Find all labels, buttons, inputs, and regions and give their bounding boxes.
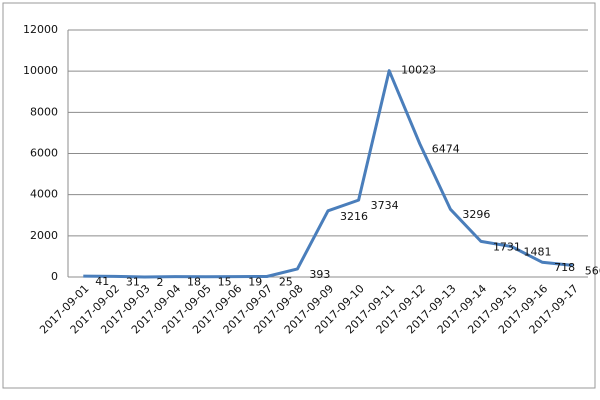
data-label: 393: [309, 268, 330, 281]
data-label: 10023: [401, 64, 436, 77]
y-tick-label: 6000: [30, 147, 58, 160]
data-label: 19: [248, 276, 262, 289]
data-label: 718: [554, 261, 575, 274]
data-label: 2: [156, 276, 163, 289]
y-tick-label: 8000: [30, 105, 58, 118]
y-tick-label: 10000: [23, 64, 58, 77]
line: [83, 69, 573, 279]
data-label: 3296: [462, 208, 490, 221]
data-label: 18: [187, 276, 201, 289]
data-label: 41: [95, 275, 109, 288]
data-label: 3734: [371, 199, 399, 212]
chart-border: [2, 2, 596, 389]
data-label: 3216: [340, 210, 368, 223]
data-label: 566: [585, 264, 600, 277]
data-label: 6474: [432, 143, 460, 156]
y-tick-label: 12000: [23, 23, 58, 36]
data-label: 15: [218, 276, 232, 289]
y-tick-label: 4000: [30, 188, 58, 201]
data-label: 31: [126, 275, 140, 288]
data-label: 1731: [493, 240, 521, 253]
data-label: 25: [279, 275, 293, 288]
y-tick-label: 2000: [30, 229, 58, 242]
y-tick-label: 0: [51, 270, 58, 283]
data-label: 1481: [524, 246, 552, 259]
